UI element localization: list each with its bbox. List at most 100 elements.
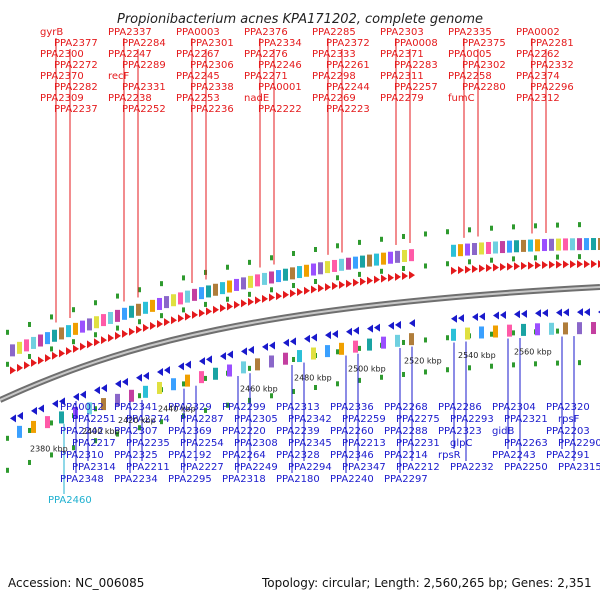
ring-dot [490, 363, 493, 369]
kbp-tick-label: 2420 kbp [118, 416, 156, 425]
forward-gene-arrow [402, 271, 408, 280]
accession-text: Accession: NC_006085 [8, 576, 144, 590]
feature-box [185, 290, 190, 303]
gene-label: PPA2323 [438, 426, 482, 437]
gene-label: PPA2310 [60, 450, 104, 461]
feature-box [402, 249, 407, 262]
ring-dot [402, 339, 405, 345]
gene-label: PPA2307 [114, 426, 158, 437]
gene-label: PPA2244 [326, 82, 370, 93]
ring-dot [204, 301, 207, 307]
feature-box [591, 238, 596, 251]
feature-box [248, 275, 253, 288]
gene-label: PPA2313 [276, 402, 320, 413]
forward-gene-arrow [297, 288, 303, 297]
kbp-tick-label: 2480 kbp [294, 374, 332, 383]
feature-box [304, 264, 309, 277]
gene-label: PPA2337 [108, 27, 152, 38]
feature-box [59, 327, 64, 340]
ring-dot [380, 374, 383, 380]
ring-dot [314, 278, 317, 284]
ring-dot [446, 335, 449, 341]
feature-box [129, 389, 134, 402]
gene-label: PPA0008 [394, 38, 438, 49]
genome-info-text: Topology: circular; Length: 2,560,265 bp… [261, 576, 592, 590]
gene-label: PPA2290 [558, 438, 600, 449]
feature-box [185, 374, 190, 387]
ring-dot [50, 314, 53, 320]
reverse-gene-arrow [521, 309, 527, 318]
gene-label: PPA2252 [122, 104, 166, 115]
feature-box [535, 239, 540, 252]
gene-label: PPA2259 [342, 414, 386, 425]
gene-label: PPA2314 [72, 462, 116, 473]
feature-box [157, 297, 162, 310]
gene-label: PPA2320 [546, 402, 590, 413]
reverse-gene-arrow [577, 308, 583, 317]
reverse-gene-arrow [248, 345, 254, 354]
forward-gene-arrow [563, 260, 569, 269]
feature-box [339, 258, 344, 271]
feature-box [318, 262, 323, 275]
ring-dot [138, 393, 141, 399]
feature-box [227, 364, 232, 377]
forward-gene-arrow [276, 292, 282, 301]
feature-box [507, 324, 512, 337]
ring-dot [94, 438, 97, 444]
forward-gene-arrow [339, 280, 345, 289]
ring-dot [512, 224, 515, 230]
feature-box [206, 285, 211, 298]
feature-box [199, 371, 204, 384]
feature-box [367, 254, 372, 267]
ring-dot [248, 365, 251, 371]
forward-gene-arrow [38, 356, 44, 365]
gene-label: PPA2283 [394, 60, 438, 71]
gene-label: PPA2315 [558, 462, 600, 473]
gene-label: PPA2371 [380, 49, 424, 60]
ring-dot [138, 319, 141, 325]
ring-dot [72, 307, 75, 313]
chromosome-backbone-highlight [0, 286, 600, 401]
forward-gene-arrow [290, 289, 296, 298]
reverse-gene-arrow [157, 367, 163, 376]
forward-gene-arrow [514, 262, 520, 271]
gene-label: PPA2258 [448, 71, 492, 82]
ring-dot [534, 255, 537, 261]
reverse-gene-arrow [374, 323, 380, 332]
feature-box [87, 318, 92, 331]
forward-gene-arrow [542, 261, 548, 270]
forward-gene-arrow [269, 293, 275, 302]
gene-label: PPA2232 [450, 462, 494, 473]
forward-gene-arrow [535, 261, 541, 270]
gene-label: PPA2279 [380, 93, 424, 104]
forward-gene-arrow [234, 300, 240, 309]
gene-label: PPA2331 [122, 82, 166, 93]
feature-box [283, 352, 288, 365]
gene-label: PPA2271 [244, 71, 288, 82]
reverse-gene-arrow [332, 329, 338, 338]
forward-gene-arrow [73, 344, 79, 353]
ring-dot [512, 362, 515, 368]
forward-gene-arrow [395, 272, 401, 281]
gene-label: PPA2261 [326, 60, 370, 71]
gene-label: PPA2291 [546, 450, 590, 461]
ring-dot [556, 222, 559, 228]
forward-gene-arrow [122, 329, 128, 338]
forward-gene-arrow [24, 361, 30, 370]
reverse-gene-arrow [101, 384, 107, 393]
gene-label: PPA2260 [330, 426, 374, 437]
ring-dot [578, 254, 581, 260]
ring-dot [534, 361, 537, 367]
feature-box [353, 340, 358, 353]
gene-label: PPA2262 [516, 49, 560, 60]
ring-dot [270, 255, 273, 261]
feature-box [311, 347, 316, 360]
ring-dot [358, 377, 361, 383]
feature-box [409, 333, 414, 346]
ring-dot [446, 261, 449, 267]
reverse-gene-arrow [325, 331, 331, 340]
ring-dot [534, 223, 537, 229]
forward-gene-arrow [115, 331, 121, 340]
feature-box [101, 314, 106, 327]
